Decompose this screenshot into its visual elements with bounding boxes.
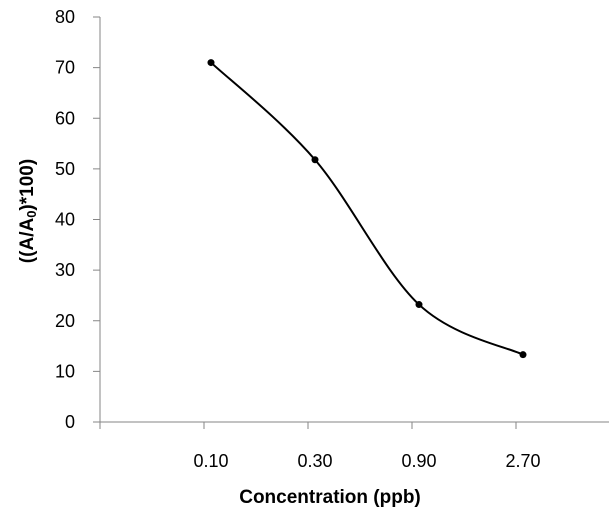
x-tick-label: 2.70 [505, 451, 540, 471]
y-tick-label: 0 [65, 412, 75, 432]
x-tick-label: 0.10 [193, 451, 228, 471]
y-tick-label: 40 [55, 210, 75, 230]
y-tick-label: 70 [55, 58, 75, 78]
y-tick-label: 50 [55, 159, 75, 179]
x-tick-label: 0.30 [297, 451, 332, 471]
y-tick-label: 20 [55, 311, 75, 331]
y-tick-label: 30 [55, 260, 75, 280]
data-point-2 [415, 301, 423, 309]
series-line [210, 61, 524, 356]
axes [99, 17, 609, 423]
y-axis-title-suffix: )*100) [17, 159, 38, 211]
x-tick-label: 0.90 [401, 451, 436, 471]
y-tick-label: 10 [55, 361, 75, 381]
x-axis-title: Concentration (ppb) [239, 487, 421, 508]
y-ticks: 0 10 20 30 40 50 60 70 80 [55, 7, 100, 432]
y-axis-title-prefix: ((A/A [17, 218, 38, 264]
y-tick-label: 60 [55, 108, 75, 128]
x-ticks: 0.10 0.30 0.90 2.70 [99, 422, 541, 471]
data-points [207, 59, 527, 359]
data-point-3 [519, 351, 527, 359]
series-group [210, 61, 524, 356]
data-point-0 [207, 59, 215, 67]
data-point-1 [311, 156, 319, 164]
y-axis-title-subscript: 0 [24, 211, 39, 218]
y-tick-label: 80 [55, 7, 75, 27]
y-axis-title: ((A/A0)*100) [17, 159, 39, 263]
